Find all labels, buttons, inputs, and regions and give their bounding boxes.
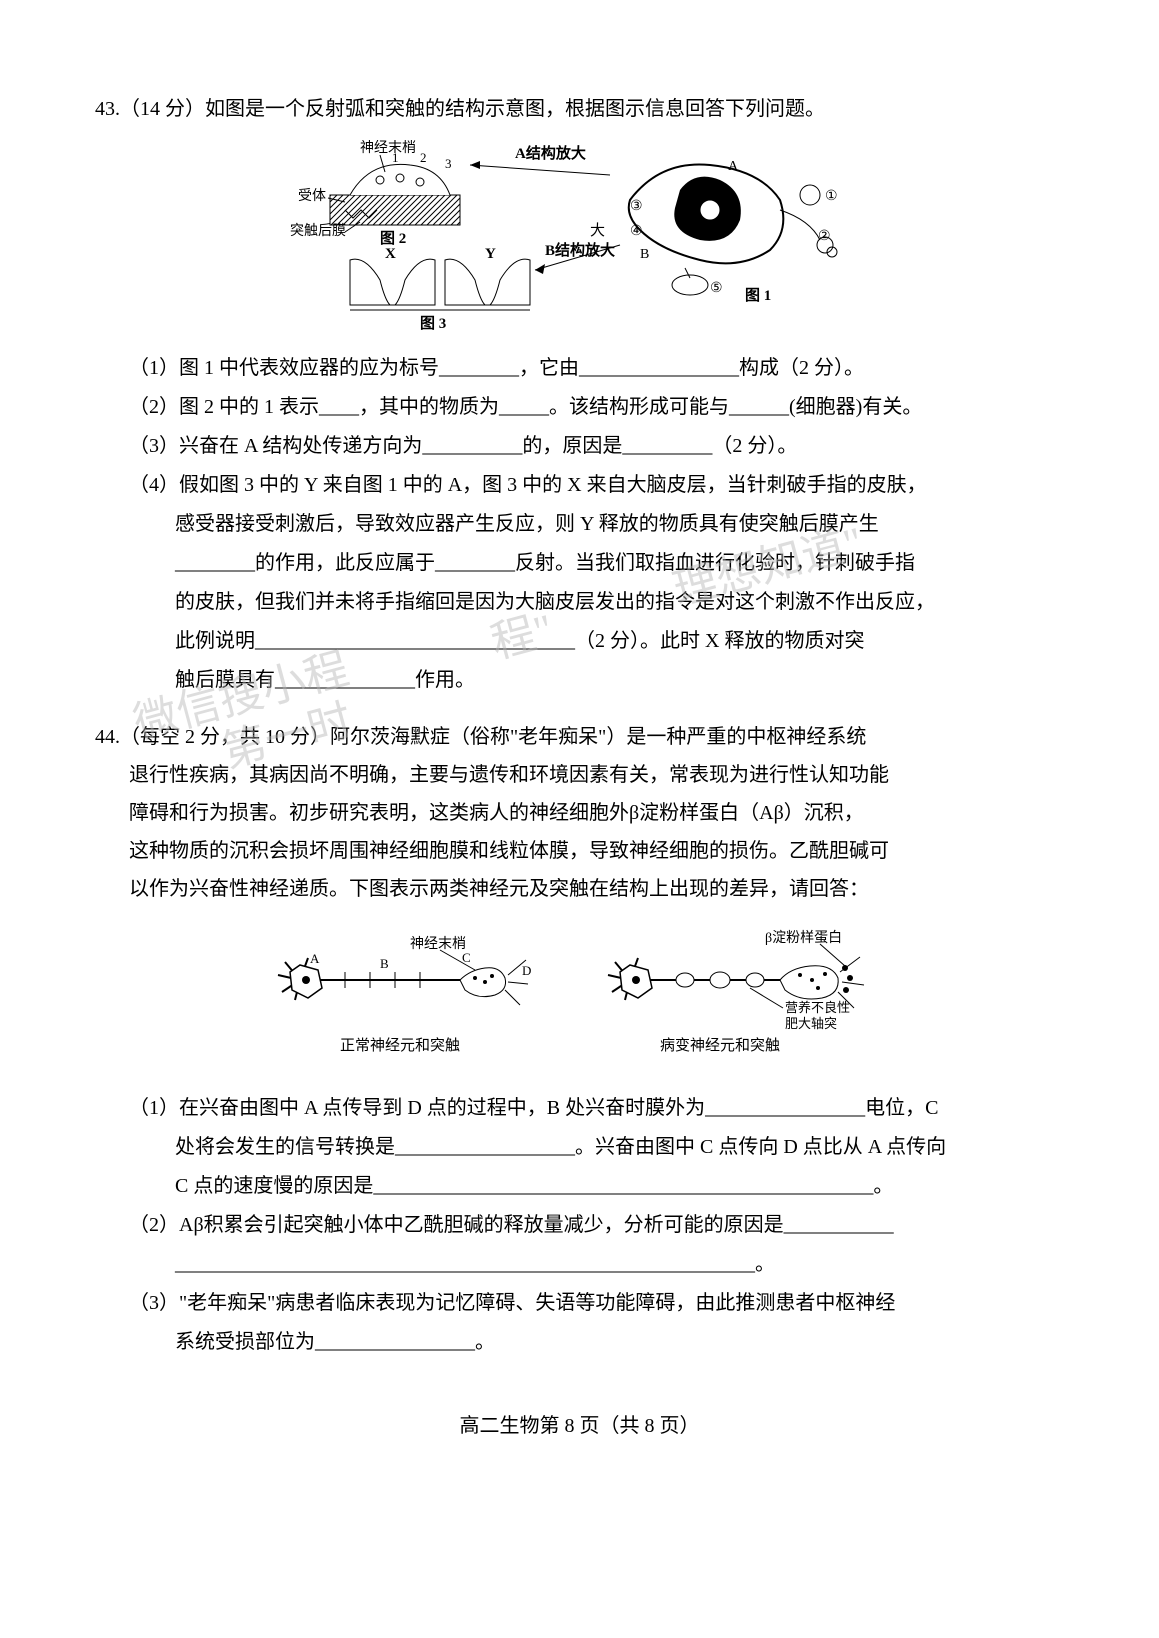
question-44: 44.（每空 2 分，共 10 分）阿尔茨海默症（俗称"老年痴呆"）是一种严重的… — [95, 718, 1064, 1362]
q43-sub1: （1）图 1 中代表效应器的应为标号________，它由___________… — [129, 349, 1064, 388]
q44-sub3-l1: （3）"老年痴呆"病患者临床表现为记忆障碍、失语等功能障碍，由此推测患者中枢神经 — [129, 1284, 1064, 1323]
q44-sub1-l2: 处将会发生的信号转换是__________________。兴奋由图中 C 点传… — [129, 1128, 1064, 1167]
q43-sub4-l4: 的皮肤，但我们并未将手指缩回是因为大脑皮层发出的指令是对这个刺激不作出反应， — [129, 583, 1064, 622]
svg-text:A结构放大: A结构放大 — [515, 144, 586, 162]
svg-text:受体: 受体 — [298, 188, 326, 204]
q44-stem-l1: 阿尔茨海默症（俗称"老年痴呆"）是一种严重的中枢神经系统 — [330, 726, 866, 748]
svg-text:病变神经元和突触: 病变神经元和突触 — [660, 1037, 780, 1054]
q44-stem-l2: 退行性疾病，其病因尚不明确，主要与遗传和环境因素有关，常表现为进行性认知功能 — [95, 756, 1064, 794]
q43-sub2: （2）图 2 中的 1 表示____，其中的物质为_____。该结构形成可能与_… — [129, 388, 1064, 427]
q44-points: （每空 2 分，共 10 分） — [120, 726, 330, 748]
svg-text:图 1: 图 1 — [745, 287, 771, 304]
svg-text:④: ④ — [630, 224, 643, 239]
svg-text:⑤: ⑤ — [710, 281, 723, 296]
svg-text:3: 3 — [445, 156, 452, 171]
q44-stem-l5: 以作为兴奋性神经递质。下图表示两类神经元及突触在结构上出现的差异，请回答： — [95, 870, 1064, 908]
svg-text:β淀粉样蛋白: β淀粉样蛋白 — [765, 930, 842, 946]
q43-stem: 43.（14 分）如图是一个反射弧和突触的结构示意图，根据图示信息回答下列问题。 — [95, 90, 1064, 128]
svg-text:③: ③ — [630, 199, 643, 214]
svg-text:正常神经元和突触: 正常神经元和突触 — [340, 1037, 460, 1054]
q43-figure: 神经末梢 1 2 3 受体 突触后膜 图 2 X Y 图 3 — [95, 140, 1064, 335]
svg-text:②: ② — [818, 229, 831, 244]
svg-text:肥大轴突: 肥大轴突 — [785, 1016, 837, 1031]
svg-text:神经末梢: 神经末梢 — [360, 140, 416, 156]
svg-text:Y: Y — [485, 246, 496, 262]
q43-points: （14 分） — [120, 98, 205, 120]
q43-sub4-l2: 感受器接受刺激后，导致效应器产生反应，则 Y 释放的物质具有使突触后膜产生 — [129, 505, 1064, 544]
q43-sub4-l6: 触后膜具有______________作用。 — [129, 661, 1064, 700]
svg-text:B: B — [380, 956, 389, 971]
q44-stem-l4: 这种物质的沉积会损坏周围神经细胞膜和线粒体膜，导致神经细胞的损伤。乙酰胆碱可 — [95, 832, 1064, 870]
q43-stem-text: 如图是一个反射弧和突触的结构示意图，根据图示信息回答下列问题。 — [205, 98, 825, 120]
svg-text:2: 2 — [420, 150, 427, 165]
page-footer: 高二生物第 8 页（共 8 页） — [0, 1409, 1159, 1438]
svg-text:图 3: 图 3 — [420, 315, 446, 330]
q43-sub4-l5: 此例说明________________________________（2 分… — [129, 622, 1064, 661]
svg-text:1: 1 — [392, 150, 399, 165]
q43-sub3: （3）兴奋在 A 结构处传递方向为__________的，原因是________… — [129, 427, 1064, 466]
q44-number: 44. — [95, 726, 120, 748]
q44-stem-l3: 障碍和行为损害。初步研究表明，这类病人的神经细胞外β淀粉样蛋白（Aβ）沉积， — [95, 794, 1064, 832]
q44-sub3-l2: 系统受损部位为________________。 — [129, 1323, 1064, 1362]
q43-sub4-l3: ________的作用，此反应属于________反射。当我们取指血进行化验时，… — [129, 544, 1064, 583]
svg-text:A: A — [728, 159, 739, 174]
svg-text:神经末梢: 神经末梢 — [410, 936, 466, 952]
q43-number: 43. — [95, 98, 120, 120]
q44-figure: A B C D 神经末梢 正常神经元和突触 β — [95, 920, 1064, 1075]
q44-sub2-l2: ________________________________________… — [129, 1245, 1064, 1284]
q44-stem: 44.（每空 2 分，共 10 分）阿尔茨海默症（俗称"老年痴呆"）是一种严重的… — [95, 718, 1064, 756]
svg-text:D: D — [522, 963, 531, 978]
svg-text:X: X — [385, 246, 396, 262]
svg-text:营养不良性: 营养不良性 — [785, 1000, 850, 1015]
q44-sub1-l1: （1）在兴奋由图中 A 点传导到 D 点的过程中，B 处兴奋时膜外为______… — [129, 1089, 1064, 1128]
q44-sub1-l3: C 点的速度慢的原因是_____________________________… — [129, 1167, 1064, 1206]
svg-text:图 2: 图 2 — [380, 230, 406, 247]
svg-text:A: A — [310, 951, 320, 966]
question-43: 43.（14 分）如图是一个反射弧和突触的结构示意图，根据图示信息回答下列问题。… — [95, 90, 1064, 700]
q43-sub4-l1: （4）假如图 3 中的 Y 来自图 1 中的 A，图 3 中的 X 来自大脑皮层… — [129, 466, 1064, 505]
q44-sub2-l1: （2）Aβ积累会引起突触小体中乙酰胆碱的释放量减少，分析可能的原因是______… — [129, 1206, 1064, 1245]
svg-text:突触后膜: 突触后膜 — [290, 223, 346, 239]
svg-text:①: ① — [825, 189, 838, 204]
svg-text:大: 大 — [590, 222, 605, 239]
svg-text:B: B — [640, 247, 649, 262]
